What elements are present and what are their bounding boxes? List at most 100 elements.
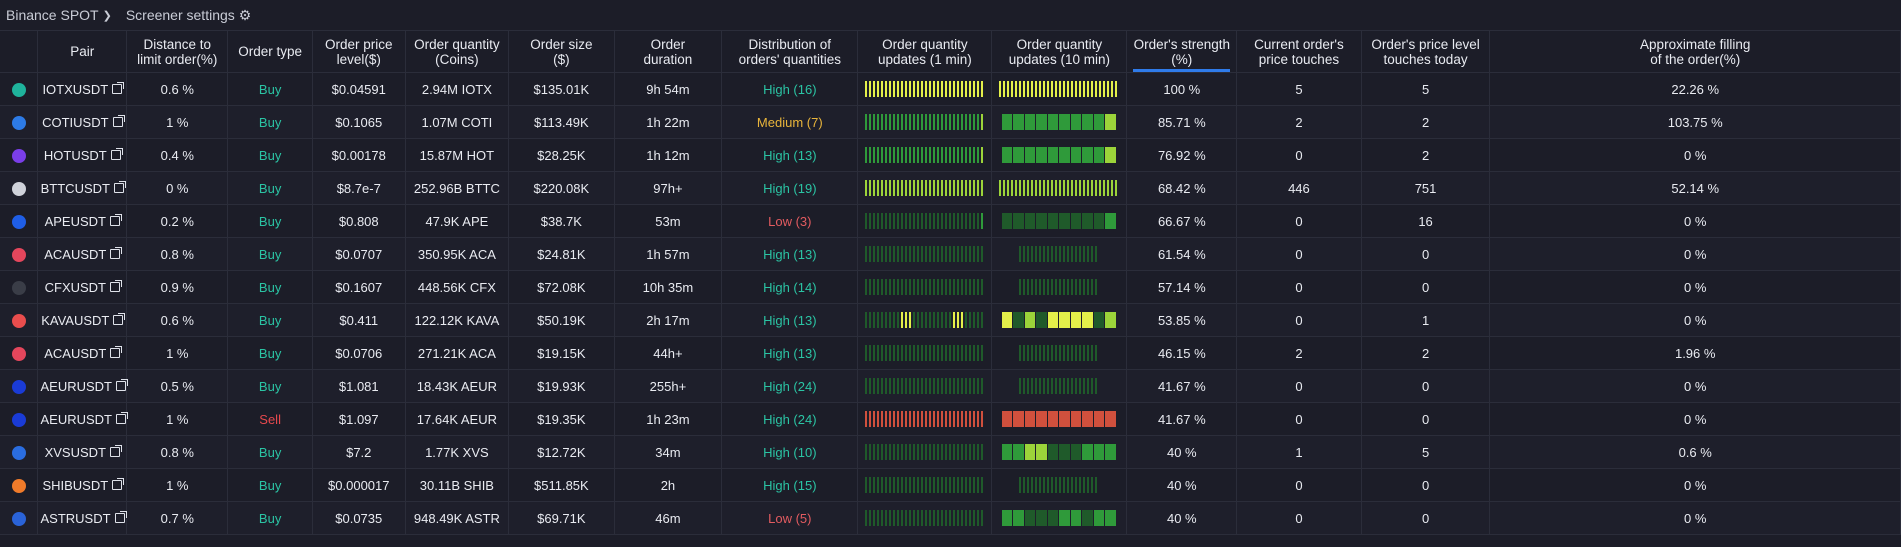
update-bar xyxy=(1105,213,1116,229)
distance-cell: 1 % xyxy=(126,468,229,502)
external-link-icon[interactable] xyxy=(112,478,125,490)
update-bar xyxy=(908,279,911,295)
pair-link[interactable]: KAVAUSDT xyxy=(41,313,126,328)
header-updates-1min[interactable]: Order quantity updates (1 min) xyxy=(857,31,993,73)
update-bar xyxy=(916,114,919,130)
external-link-icon[interactable] xyxy=(110,214,122,226)
table-row[interactable]: AEURUSDT 0.5 % Buy $1.081 18.43K AEUR $19.93K… xyxy=(0,369,1901,403)
kava-icon xyxy=(11,313,26,328)
external-link-icon[interactable] xyxy=(113,313,126,325)
update-bar xyxy=(920,81,923,97)
pair-link[interactable]: ACAUSDT xyxy=(44,346,123,361)
pair-link[interactable]: HOTUSDT xyxy=(44,148,123,163)
pair-link[interactable]: ASTRUSDT xyxy=(40,511,127,526)
size-cell: $24.81K xyxy=(508,237,615,271)
distribution-cell: High (10) xyxy=(721,435,859,469)
external-link-icon[interactable] xyxy=(116,379,128,391)
updates-1min-cell xyxy=(857,468,993,502)
pair-link[interactable]: ACAUSDT xyxy=(44,247,123,262)
update-bar xyxy=(972,114,975,130)
update-bar xyxy=(1047,378,1050,394)
header-distance[interactable]: Distance to limit order(%) xyxy=(126,31,229,73)
table-row[interactable]: XVSUSDT 0.8 % Buy $7.2 1.77K XVS $12.72K 34m Hi… xyxy=(0,435,1901,469)
update-bar xyxy=(1095,180,1098,196)
external-link-icon[interactable] xyxy=(110,445,122,457)
update-bar xyxy=(1105,510,1116,526)
quantity-cell: 1.77K XVS xyxy=(405,435,510,469)
external-link-icon[interactable] xyxy=(116,412,128,424)
pair-link[interactable]: CFXUSDT xyxy=(45,280,122,295)
table-row[interactable]: IOTXUSDT 0.6 % Buy $0.04591 2.94M IOTX $135.0… xyxy=(0,72,1901,106)
update-bar xyxy=(1087,477,1090,493)
screener-settings-button[interactable]: Screener settings ⚙ xyxy=(126,7,252,24)
header-price-level[interactable]: Order price level($) xyxy=(312,31,406,73)
header-current-touches[interactable]: Current order's price touches xyxy=(1236,31,1362,73)
pair-link[interactable]: AEURUSDT xyxy=(40,412,128,427)
updates-1min-cell xyxy=(857,204,993,238)
external-link-icon[interactable] xyxy=(110,280,122,292)
external-link-icon[interactable] xyxy=(110,148,123,160)
pair-link[interactable]: AEURUSDT xyxy=(40,379,128,394)
update-bar xyxy=(1079,477,1082,493)
update-bar xyxy=(896,147,899,163)
coin-icon-cell xyxy=(0,303,39,337)
table-row[interactable]: CFXUSDT 0.9 % Buy $0.1607 448.56K CFX $72.08K… xyxy=(0,270,1901,304)
price-level-cell: $0.1065 xyxy=(312,105,406,139)
pair-link[interactable]: IOTXUSDT xyxy=(42,82,125,97)
update-bar xyxy=(896,246,899,262)
header-order-type[interactable]: Order type xyxy=(227,31,313,73)
table-row[interactable]: ACAUSDT 0.8 % Buy $0.0707 350.95K ACA $24.81K… xyxy=(0,237,1901,271)
distance-cell: 0.6 % xyxy=(126,303,229,337)
header-duration[interactable]: Order duration xyxy=(614,31,723,73)
update-bar xyxy=(1027,180,1030,196)
update-bar xyxy=(1027,378,1030,394)
update-bar xyxy=(1093,213,1105,229)
update-bar xyxy=(980,213,983,229)
header-size[interactable]: Order size ($) xyxy=(508,31,615,73)
table-row[interactable]: APEUSDT 0.2 % Buy $0.808 47.9K APE $38.7K 53m L… xyxy=(0,204,1901,238)
pair-link[interactable]: APEUSDT xyxy=(45,214,122,229)
update-bar xyxy=(924,114,927,130)
table-row[interactable]: AEURUSDT 1 % Sell $1.097 17.64K AEUR $19.35K 1… xyxy=(0,402,1901,436)
header-updates-10min[interactable]: Order quantity updates (10 min) xyxy=(991,31,1128,73)
table-row[interactable]: BTTCUSDT 0 % Buy $8.7e-7 252.96B BTTC $220.08… xyxy=(0,171,1901,205)
update-bar xyxy=(964,411,967,427)
table-row[interactable]: ACAUSDT 1 % Buy $0.0706 271.21K ACA $19.15K 44… xyxy=(0,336,1901,370)
update-bar xyxy=(1035,279,1038,295)
pair-link[interactable]: COTIUSDT xyxy=(42,115,125,130)
header-today-touches[interactable]: Order's price level touches today xyxy=(1361,31,1491,73)
external-link-icon[interactable] xyxy=(112,115,125,127)
update-bar xyxy=(936,444,939,460)
header-strength[interactable]: Order's strength (%) xyxy=(1126,31,1238,73)
header-quantity[interactable]: Order quantity (Coins) xyxy=(405,31,510,73)
update-bar xyxy=(904,147,907,163)
distribution-cell: Low (3) xyxy=(721,204,859,238)
distance-cell: 0 % xyxy=(126,171,229,205)
external-link-icon[interactable] xyxy=(110,247,123,259)
header-distribution[interactable]: Distribution of orders' quantities xyxy=(721,31,859,73)
header-filling[interactable]: Approximate filling of the order(%) xyxy=(1489,31,1901,73)
table-row[interactable]: ASTRUSDT 0.7 % Buy $0.0735 948.49K ASTR $69.7… xyxy=(0,501,1901,535)
table-row[interactable]: KAVAUSDT 0.6 % Buy $0.411 122.12K KAVA $50.19… xyxy=(0,303,1901,337)
header-pair[interactable]: Pair xyxy=(37,31,128,73)
external-link-icon[interactable] xyxy=(112,82,125,94)
pair-link[interactable]: SHIBUSDT xyxy=(42,478,125,493)
update-bar xyxy=(980,477,983,493)
table-row[interactable]: SHIBUSDT 1 % Buy $0.000017 30.11B SHIB $511.8… xyxy=(0,468,1901,502)
pair-link[interactable]: XVSUSDT xyxy=(45,445,122,460)
update-bar xyxy=(1091,246,1094,262)
pair-link[interactable]: BTTCUSDT xyxy=(41,181,126,196)
external-link-icon[interactable] xyxy=(110,346,123,358)
update-bar xyxy=(896,378,899,394)
external-link-icon[interactable] xyxy=(113,181,126,193)
exchange-selector[interactable]: Binance SPOT ❯ xyxy=(6,7,112,23)
update-bar xyxy=(884,477,887,493)
table-row[interactable]: COTIUSDT 1 % Buy $0.1065 1.07M COTI $113.49K 1… xyxy=(0,105,1901,139)
update-bar xyxy=(864,147,867,163)
external-link-icon[interactable] xyxy=(114,511,127,523)
distance-cell: 0.8 % xyxy=(126,435,229,469)
updates-1min-bars xyxy=(860,245,989,263)
update-bar xyxy=(1047,477,1050,493)
update-bar xyxy=(1013,312,1024,328)
table-row[interactable]: HOTUSDT 0.4 % Buy $0.00178 15.87M HOT $28.25K… xyxy=(0,138,1901,172)
